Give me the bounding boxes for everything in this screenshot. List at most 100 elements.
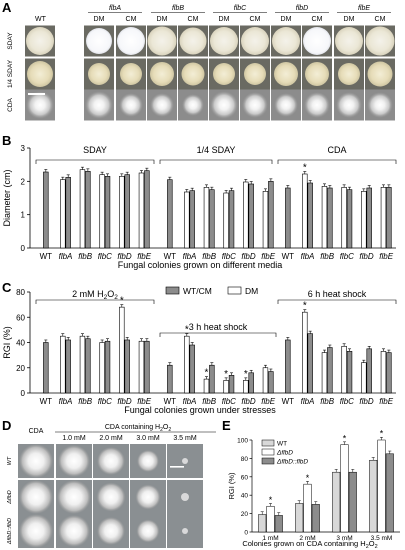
bar-cm: [189, 190, 195, 249]
significance-star: *: [224, 369, 228, 380]
panel-d-colony: [97, 517, 125, 545]
bar-1: [340, 444, 349, 533]
x-tick-label: flbD: [359, 397, 373, 406]
bar-dm: [79, 335, 86, 394]
panel-d-colony: [135, 484, 161, 510]
bar-dm: [380, 187, 387, 249]
bar-dm: [223, 380, 229, 394]
bar-dm: [138, 340, 145, 394]
group-label: SDAY: [83, 145, 107, 155]
bar-cm: [366, 348, 372, 394]
bar-cm: [144, 170, 150, 249]
panel-a-sub-label: DM: [344, 16, 355, 23]
y-tick-label: 0: [244, 530, 248, 537]
legend-label-wtcm: WT/CM: [183, 286, 212, 296]
panel-a-colony: [274, 62, 298, 86]
bar-dm: [138, 172, 145, 249]
bar-wt: [43, 171, 49, 249]
group-label-6h: 6 h heat shock: [308, 289, 367, 299]
panel-c-chart: 0 20 40 60 80 RGI (%) WT flbA flbB flbC flbD * flbE W…: [2, 286, 397, 406]
bar-2: [385, 453, 394, 533]
x-tick-label: flbE: [379, 252, 393, 261]
bar-dm: [380, 351, 387, 394]
y-axis-label: RGI (%): [227, 472, 236, 500]
panel-a-colony: [150, 62, 174, 86]
y-axis-label: RGI (%): [2, 326, 12, 359]
y-tick-label: 100: [237, 438, 248, 445]
y-tick-label: 40: [16, 339, 25, 348]
bar-cm: [268, 371, 274, 394]
panel-a-colony: [304, 92, 330, 118]
panel-label-c: C: [2, 280, 12, 295]
bar-dm: [99, 174, 105, 249]
panel-d-concentration-label: 1.0 mM: [62, 435, 86, 442]
panel-d-concentrations: 1.0 mM 2.0 mM 3.0 mM 3.5 mM: [62, 435, 197, 442]
panel-label-b: B: [2, 133, 11, 148]
bar-dm: [60, 179, 66, 249]
bar-wt: [285, 187, 291, 249]
panel-a-strain-flbA: flbA: [109, 5, 121, 12]
bar-dm: [262, 191, 269, 249]
x-tick-label: flbB: [78, 397, 92, 406]
panel-a-colony: [335, 27, 363, 55]
x-tick-label: flbC: [98, 397, 112, 406]
x-tick-label: flbA: [59, 397, 73, 406]
bar-dm: [203, 378, 210, 394]
x-tick-label: flbA: [59, 252, 73, 261]
panel-d-colony: [97, 447, 125, 475]
panel-d-colony: [58, 515, 90, 547]
panel-b-chart: 0 1 2 3 Diameter (cm) WT flbA flbB flbC flbD flbE W…: [2, 144, 397, 261]
panel-e-xlabel: Colonies grown on CDA containing H2O2: [242, 539, 377, 550]
panel-a-wt-label: WT: [35, 16, 47, 23]
panel-a-sub-label: CM: [312, 16, 323, 23]
y-tick-label: 3: [21, 144, 26, 153]
panel-a-strain-flbE: flbE: [358, 5, 370, 12]
legend-label: WT: [277, 441, 287, 448]
bar-cm: [104, 176, 111, 249]
panel-a-colony: [26, 27, 54, 55]
x-tick-label: 3.5 mM: [371, 535, 393, 542]
panel-a-strain-flbC: flbC: [234, 5, 247, 12]
x-tick-label: flbC: [340, 252, 354, 261]
panel-d-colony: [182, 458, 188, 464]
panel-d-scale-bar: [170, 466, 184, 468]
panel-d-colony: [181, 493, 189, 501]
bar-dm: [302, 173, 308, 249]
panel-a-colony: [117, 27, 145, 55]
panel-a-sub-label: CM: [188, 16, 199, 23]
bar-dm: [321, 186, 328, 249]
panel-a-colony: [86, 28, 112, 54]
panel-label-e: E: [222, 418, 231, 433]
y-tick-label: 80: [16, 288, 25, 297]
panel-a-sub-label: CM: [250, 16, 261, 23]
group-bracket: [159, 332, 277, 337]
bar-cm: [327, 347, 333, 394]
group-bracket: [277, 159, 397, 164]
y-tick-label: 0: [21, 244, 26, 253]
bar-wt: [285, 339, 291, 394]
bar-0: [369, 459, 378, 533]
panel-a-colony: [179, 27, 207, 55]
bar-cm: [228, 375, 235, 394]
significance-star: *: [244, 369, 248, 380]
panel-a-colony: [272, 27, 300, 55]
panel-a-colony: [365, 26, 395, 56]
bar-cm: [85, 338, 91, 394]
y-tick-label: 60: [16, 313, 25, 322]
bar-dm: [223, 192, 229, 249]
bar-dm: [243, 380, 249, 394]
bar-1: [266, 505, 275, 533]
bar-cm: [124, 174, 130, 249]
bar-dm: [184, 191, 190, 249]
panel-a-row-label: CDA: [7, 97, 14, 111]
panel-a-colony: [27, 61, 53, 87]
x-tick-label: flbB: [202, 397, 216, 406]
bar-cm: [65, 177, 71, 249]
bar-dm: [60, 335, 66, 394]
panel-d-h2o2-title: CDA containing H2O2: [105, 424, 172, 433]
bar-cm: [386, 187, 392, 249]
bar-cm: [85, 171, 91, 249]
group-label: CDA: [327, 145, 346, 155]
x-tick-label: WT: [164, 397, 177, 406]
x-tick-label: WT: [164, 252, 177, 261]
